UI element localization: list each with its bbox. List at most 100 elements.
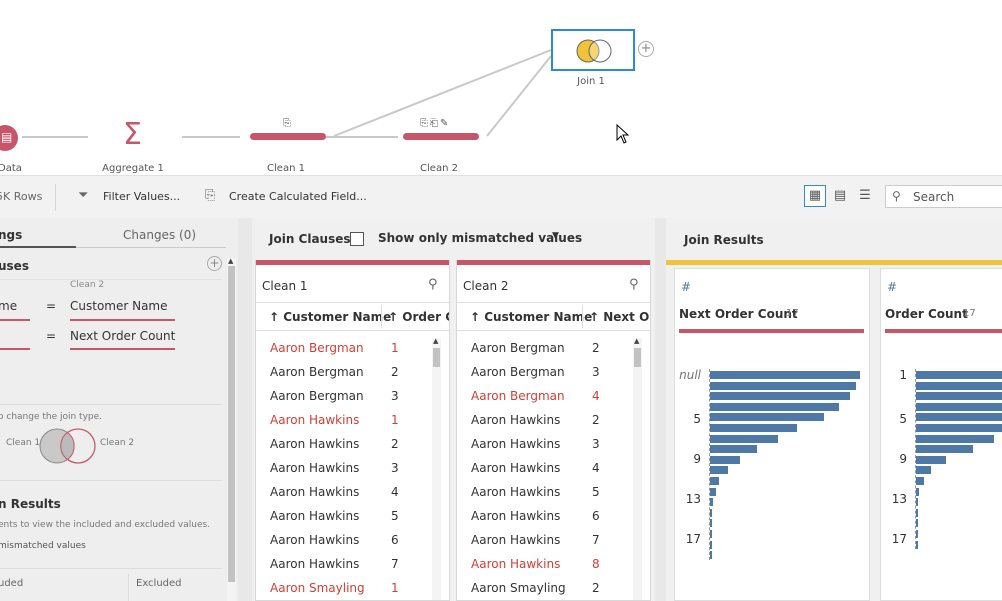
column-header[interactable]: ↑ Customer Name <box>470 310 592 324</box>
histogram-bar[interactable] <box>916 402 1002 411</box>
value-name[interactable]: Aaron Hawkins <box>471 413 561 427</box>
calculated-field-icon[interactable]: ⎘ <box>205 188 216 203</box>
mismatch-option[interactable]: mismatched values <box>0 541 86 551</box>
excluded-header[interactable]: Excluded <box>136 578 182 589</box>
histogram-bar[interactable] <box>710 434 778 443</box>
value-number[interactable]: 1 <box>391 413 399 427</box>
value-number[interactable]: 1 <box>391 581 399 595</box>
value-name[interactable]: Aaron Hawkins <box>471 461 561 475</box>
histogram-bar[interactable] <box>916 392 1002 401</box>
grid-view-button[interactable]: ▤ <box>833 188 847 203</box>
aggregate-node[interactable]: Σ <box>116 117 152 156</box>
value-number[interactable]: 3 <box>391 389 399 403</box>
search-icon[interactable]: ⚲ <box>629 277 639 292</box>
value-name[interactable]: Aaron Hawkins <box>270 485 360 499</box>
histogram-bar[interactable] <box>916 498 918 507</box>
tab-settings[interactable]: ngs <box>0 228 23 242</box>
histogram-bar[interactable] <box>916 508 918 517</box>
mismatch-checkbox[interactable] <box>350 232 364 246</box>
value-number[interactable]: 5 <box>391 509 399 523</box>
clause1-right[interactable]: Customer Name <box>70 299 168 313</box>
histogram-bar[interactable] <box>916 455 946 464</box>
clause2-right[interactable]: Next Order Count <box>70 329 176 343</box>
value-number[interactable]: 2 <box>592 341 600 355</box>
value-number[interactable]: 3 <box>391 461 399 475</box>
histogram-bar[interactable] <box>710 413 824 422</box>
value-number[interactable]: 4 <box>592 389 600 403</box>
create-calculated-field-button[interactable]: Create Calculated Field... <box>229 190 367 203</box>
histogram-bar[interactable] <box>710 498 713 507</box>
value-number[interactable]: 7 <box>391 557 399 571</box>
histogram-bar[interactable] <box>710 424 797 432</box>
value-number[interactable]: 1 <box>391 341 399 355</box>
histogram-bar[interactable] <box>916 371 1002 379</box>
search-box[interactable]: ⚲ Search <box>885 185 1002 208</box>
value-list-scrollbar[interactable]: ▲ <box>633 337 642 600</box>
histogram-bar[interactable] <box>916 540 918 549</box>
column-header[interactable]: ↑ Customer Name <box>269 310 391 324</box>
chevron-down-icon[interactable]: ▼ <box>552 231 559 241</box>
filter-icon[interactable]: ⏷ <box>78 188 89 203</box>
value-number[interactable]: 2 <box>391 365 399 379</box>
profile-view-button[interactable]: ▦ <box>804 185 826 207</box>
search-input[interactable]: Search <box>913 190 955 204</box>
histogram-bar[interactable] <box>916 445 973 454</box>
value-name[interactable]: Aaron Bergman <box>270 341 364 355</box>
value-number[interactable]: 4 <box>592 461 600 475</box>
value-name[interactable]: Aaron Bergman <box>471 389 565 403</box>
value-number[interactable]: 4 <box>391 485 399 499</box>
clean2-node[interactable] <box>403 133 479 140</box>
histogram-bar[interactable] <box>916 434 994 443</box>
value-number[interactable]: 6 <box>592 509 600 523</box>
list-view-button[interactable]: ☰ <box>859 188 871 203</box>
mismatch-toggle-label[interactable]: Show only mismatched values <box>378 231 583 245</box>
value-number[interactable]: 7 <box>592 533 600 547</box>
histogram-bar[interactable] <box>710 445 757 454</box>
histogram-bar[interactable] <box>916 381 1002 390</box>
value-number[interactable]: 3 <box>592 365 600 379</box>
histogram-bar[interactable] <box>710 392 850 401</box>
value-number[interactable]: 3 <box>592 437 600 451</box>
value-number[interactable]: 8 <box>592 557 600 571</box>
scroll-thumb[interactable] <box>634 348 641 367</box>
value-name[interactable]: Aaron Bergman <box>270 389 364 403</box>
histogram-bar[interactable] <box>710 508 712 517</box>
value-number[interactable]: 6 <box>391 533 399 547</box>
tab-changes[interactable]: Changes (0) <box>123 228 197 242</box>
add-clause-icon[interactable]: + <box>207 256 222 271</box>
value-name[interactable]: Aaron Hawkins <box>270 533 360 547</box>
field-card-order-count[interactable]: # Order Count 17 1 5 9 13 17 <box>880 268 1002 601</box>
settings-scrollbar[interactable]: ▲ <box>227 257 236 601</box>
value-name[interactable]: Aaron Hawkins <box>270 437 360 451</box>
value-number[interactable]: 2 <box>592 413 600 427</box>
value-number[interactable]: 2 <box>592 581 600 595</box>
flow-canvas[interactable]: ▤ Data Σ Aggregate 1 ⎘ Clean 1 ⎘⎗✎ Clean… <box>0 0 1002 175</box>
value-name[interactable]: Aaron Hawkins <box>270 413 360 427</box>
column-header[interactable]: ↑ Order Co <box>388 310 449 324</box>
histogram-bar[interactable] <box>710 371 860 379</box>
join-node[interactable] <box>551 29 635 71</box>
clause2-operator[interactable]: = <box>46 329 57 343</box>
histogram-bar[interactable] <box>710 530 712 538</box>
value-name[interactable]: Aaron Smayling <box>471 581 566 595</box>
histogram-bar[interactable] <box>710 466 728 475</box>
search-icon[interactable]: ⚲ <box>428 277 438 292</box>
scroll-thumb[interactable] <box>433 348 440 367</box>
clause1-operator[interactable]: = <box>46 299 57 313</box>
add-step-icon[interactable]: + <box>638 41 654 57</box>
histogram-bar[interactable] <box>710 381 856 390</box>
value-name[interactable]: Aaron Hawkins <box>270 557 360 571</box>
histogram-bar[interactable] <box>710 402 839 411</box>
column-header[interactable]: ↑ Next Ord <box>589 310 650 324</box>
scroll-thumb[interactable] <box>228 266 235 582</box>
input-node[interactable]: ▤ <box>0 125 18 151</box>
value-name[interactable]: Aaron Hawkins <box>471 509 561 523</box>
histogram-bar[interactable] <box>916 477 924 485</box>
value-name[interactable]: Aaron Hawkins <box>471 557 561 571</box>
value-name[interactable]: Aaron Hawkins <box>471 533 561 547</box>
value-name[interactable]: Aaron Bergman <box>270 365 364 379</box>
histogram-bar[interactable] <box>916 519 918 528</box>
value-name[interactable]: Aaron Hawkins <box>471 437 561 451</box>
histogram-bar[interactable] <box>710 540 712 549</box>
histogram-bar[interactable] <box>916 413 1002 422</box>
